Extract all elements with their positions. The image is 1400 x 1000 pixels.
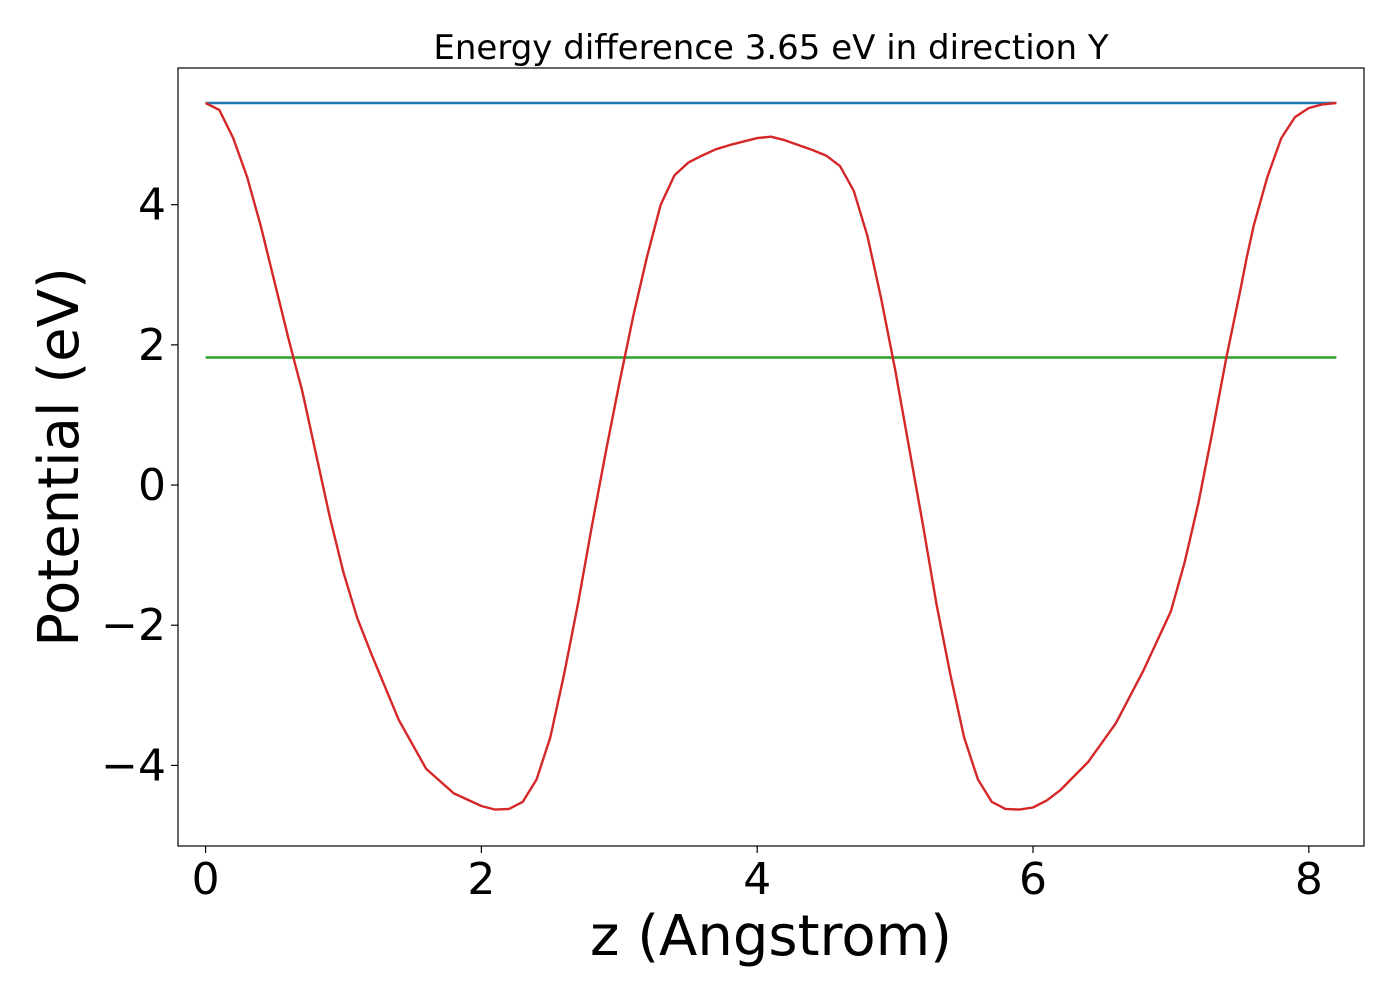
x-tick-label-4: 8 xyxy=(1295,854,1323,905)
x-tick-label-2: 4 xyxy=(743,854,771,905)
y-tick-label-3: 2 xyxy=(138,320,166,371)
x-axis: 0 2 4 6 8 xyxy=(192,846,1323,905)
y-tick-label-4: 4 xyxy=(138,180,166,231)
y-axis: −4 −2 0 2 4 xyxy=(101,180,178,791)
x-tick-label-0: 0 xyxy=(192,854,220,905)
y-tick-label-2: 0 xyxy=(138,460,166,511)
x-tick-label-1: 2 xyxy=(467,854,495,905)
y-axis-label: Potential (eV) xyxy=(27,267,92,647)
series-layer xyxy=(205,101,1337,811)
y-tick-label-1: −2 xyxy=(101,600,166,651)
x-tick-label-3: 6 xyxy=(1019,854,1047,905)
chart-title: Energy difference 3.65 eV in direction Y xyxy=(433,28,1108,68)
series-line-2 xyxy=(205,101,1337,811)
plot-frame xyxy=(177,67,1365,847)
y-tick-label-0: −4 xyxy=(101,740,166,791)
x-axis-label: z (Angstrom) xyxy=(590,904,952,969)
